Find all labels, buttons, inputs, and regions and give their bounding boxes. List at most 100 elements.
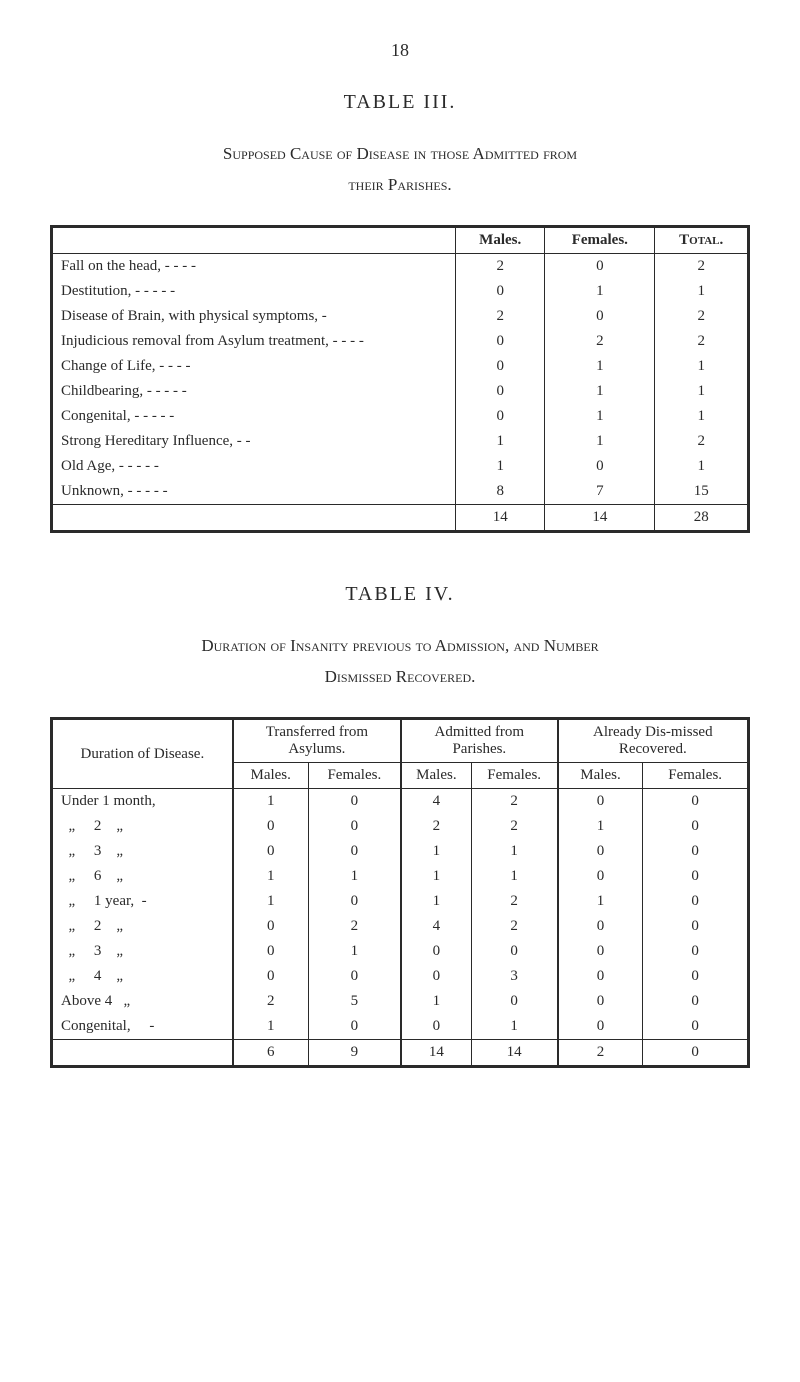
table4-subheader-females: Females. — [308, 763, 401, 789]
table-row-label: Unknown, - - - - - — [52, 479, 456, 505]
table-cell: 1 — [233, 864, 308, 889]
table-row-label: Disease of Brain, with physical symptoms… — [52, 304, 456, 329]
table-cell: 2 — [233, 989, 308, 1014]
table-cell: 1 — [233, 1014, 308, 1040]
table4-total-b: 9 — [308, 1040, 401, 1067]
table-cell: 0 — [233, 914, 308, 939]
table-cell: 2 — [545, 329, 655, 354]
table-row-label: Fall on the head, - - - - — [52, 254, 456, 280]
table-cell: 1 — [401, 989, 471, 1014]
table-cell: 2 — [308, 914, 401, 939]
table-cell: 0 — [545, 304, 655, 329]
table4-subheader-males: Males. — [558, 763, 643, 789]
table-cell: 1 — [655, 379, 749, 404]
table-cell: 1 — [655, 354, 749, 379]
table-cell: 0 — [401, 1014, 471, 1040]
table-cell: 0 — [456, 329, 545, 354]
table-row-label: Destitution, - - - - - — [52, 279, 456, 304]
table3-title: TABLE III. — [50, 91, 750, 114]
table3-total-males: 14 — [456, 505, 545, 532]
table-cell: 3 — [471, 964, 557, 989]
table-cell: 0 — [456, 404, 545, 429]
table-cell: 7 — [545, 479, 655, 505]
table-cell: 15 — [655, 479, 749, 505]
table-cell: 1 — [558, 814, 643, 839]
table-cell: 0 — [308, 889, 401, 914]
table-cell: 0 — [643, 889, 749, 914]
table-cell: 0 — [643, 989, 749, 1014]
table-cell: 2 — [655, 304, 749, 329]
table-row-label: „ 3 „ — [52, 939, 233, 964]
table-cell: 1 — [545, 404, 655, 429]
table-cell: 0 — [545, 254, 655, 280]
table-cell: 2 — [655, 429, 749, 454]
table-row-label: Congenital, - — [52, 1014, 233, 1040]
table4-subtitle-line2: Dismissed Recovered. — [325, 667, 476, 686]
table-cell: 1 — [545, 379, 655, 404]
table-row-label: Change of Life, - - - - — [52, 354, 456, 379]
table3-subtitle: Supposed Cause of Disease in those Admit… — [50, 139, 750, 200]
table-cell: 1 — [558, 889, 643, 914]
table-row-label: Under 1 month, — [52, 789, 233, 815]
table-cell: 0 — [456, 279, 545, 304]
table-row-label: Old Age, - - - - - — [52, 454, 456, 479]
table-cell: 5 — [308, 989, 401, 1014]
table3-total-blank — [52, 505, 456, 532]
table-cell: 0 — [558, 939, 643, 964]
table4-header-group1: Transferred from Asylums. — [233, 719, 401, 763]
table4-total-e: 2 — [558, 1040, 643, 1067]
table-row-label: Childbearing, - - - - - — [52, 379, 456, 404]
table-cell: 0 — [558, 989, 643, 1014]
table-cell: 0 — [233, 839, 308, 864]
table3-total-total: 28 — [655, 505, 749, 532]
table-cell: 0 — [643, 914, 749, 939]
table3-header-blank — [52, 227, 456, 254]
table-cell: 1 — [655, 404, 749, 429]
table-cell: 0 — [643, 939, 749, 964]
table-cell: 1 — [655, 454, 749, 479]
table3: Males. Females. Total. Fall on the head,… — [50, 225, 750, 533]
table4-subtitle-line1: Duration of Insanity previous to Admissi… — [201, 636, 598, 655]
table4-total-c: 14 — [401, 1040, 471, 1067]
table-cell: 0 — [308, 1014, 401, 1040]
page-number: 18 — [50, 40, 750, 61]
table-cell: 0 — [471, 989, 557, 1014]
table-cell: 0 — [308, 789, 401, 815]
table-cell: 0 — [456, 379, 545, 404]
table-cell: 4 — [401, 914, 471, 939]
table-row-label: Strong Hereditary Influence, - - — [52, 429, 456, 454]
table-cell: 0 — [233, 964, 308, 989]
table-cell: 0 — [558, 839, 643, 864]
table-cell: 0 — [233, 814, 308, 839]
table-cell: 0 — [308, 839, 401, 864]
table-row-label: „ 2 „ — [52, 814, 233, 839]
table-cell: 1 — [233, 789, 308, 815]
table-cell: 0 — [308, 964, 401, 989]
table-cell: 1 — [456, 454, 545, 479]
table4-subheader-females: Females. — [643, 763, 749, 789]
table-cell: 2 — [401, 814, 471, 839]
table-cell: 1 — [233, 889, 308, 914]
table3-header-males: Males. — [456, 227, 545, 254]
table-cell: 8 — [456, 479, 545, 505]
table-cell: 2 — [471, 914, 557, 939]
table-cell: 0 — [401, 939, 471, 964]
table-cell: 0 — [558, 914, 643, 939]
table-row-label: Injudicious removal from Asylum treatmen… — [52, 329, 456, 354]
table4-header-group2: Admitted from Parishes. — [401, 719, 558, 763]
table-row-label: Congenital, - - - - - — [52, 404, 456, 429]
table4-header-duration: Duration of Disease. — [52, 719, 233, 789]
table4-total-blank — [52, 1040, 233, 1067]
table-cell: 2 — [471, 889, 557, 914]
table-cell: 0 — [643, 1014, 749, 1040]
table-cell: 0 — [308, 814, 401, 839]
table-row-label: „ 2 „ — [52, 914, 233, 939]
table3-subtitle-line2: their Parishes. — [348, 175, 451, 194]
table-row-label: Above 4 „ — [52, 989, 233, 1014]
table4-subtitle: Duration of Insanity previous to Admissi… — [50, 631, 750, 692]
table-cell: 1 — [545, 354, 655, 379]
table-cell: 0 — [471, 939, 557, 964]
table-cell: 2 — [456, 254, 545, 280]
table-cell: 0 — [558, 964, 643, 989]
table-row-label: „ 4 „ — [52, 964, 233, 989]
